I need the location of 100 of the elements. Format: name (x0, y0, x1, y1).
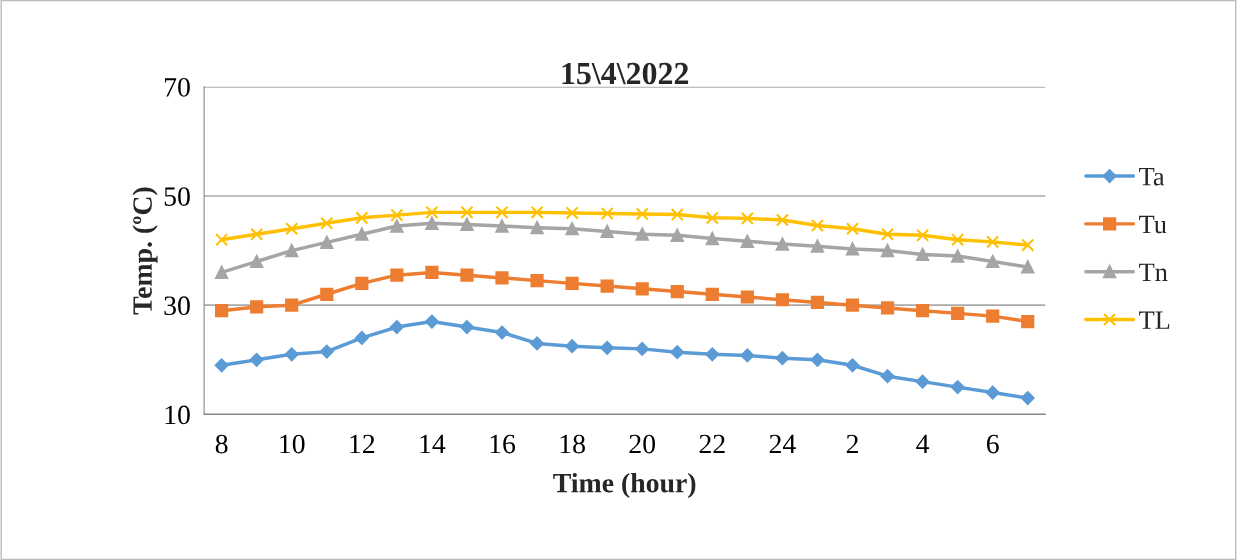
point (986, 309, 1000, 323)
point (951, 233, 965, 247)
point (250, 300, 264, 314)
point (880, 227, 895, 241)
point (530, 274, 544, 288)
x-tick-label: 20 (629, 434, 656, 454)
point (425, 205, 439, 219)
point (635, 282, 649, 296)
point (565, 339, 580, 354)
point (460, 320, 474, 334)
x-tick-label: 10 (280, 434, 305, 454)
point (495, 219, 509, 233)
chart-title: 15\4\2022 (562, 62, 689, 85)
x-tick-label: 18 (560, 434, 585, 454)
x-tick-label: 22 (699, 434, 725, 454)
point (670, 284, 684, 299)
point (565, 276, 579, 290)
point (880, 369, 895, 384)
point (845, 242, 860, 256)
legend-label: Tu (1139, 215, 1167, 234)
point (1020, 391, 1035, 405)
y-axis-title: Temp. (ºC) (132, 187, 158, 315)
x-tick-label: 2 (846, 434, 858, 454)
point (319, 344, 334, 359)
point (215, 304, 229, 318)
point (250, 254, 264, 269)
point (460, 217, 474, 231)
point (775, 237, 789, 251)
point (985, 385, 1000, 400)
point (495, 271, 509, 285)
point (951, 306, 965, 320)
point (775, 351, 790, 366)
point (565, 222, 579, 236)
point (915, 374, 930, 389)
point (320, 235, 334, 250)
point (355, 227, 369, 241)
point (705, 347, 720, 362)
point (214, 358, 229, 373)
x-tick-label: 16 (490, 434, 516, 454)
point (600, 279, 614, 293)
point (916, 247, 930, 262)
point (389, 320, 404, 334)
point (670, 228, 684, 242)
point (635, 341, 650, 356)
point (775, 293, 789, 307)
point (1021, 238, 1035, 252)
legend-label: TL (1139, 311, 1170, 329)
point (670, 345, 685, 360)
point (285, 298, 299, 312)
point (390, 208, 404, 222)
x-tick-label: 14 (420, 434, 446, 454)
point (880, 301, 895, 315)
point (845, 358, 860, 373)
point (285, 222, 299, 236)
point (740, 234, 754, 248)
y-tick-label: 30 (164, 296, 190, 316)
legend-label: Tn (1139, 263, 1168, 281)
point (530, 336, 544, 351)
point (320, 216, 334, 230)
point (215, 265, 229, 280)
point (740, 290, 754, 304)
point (740, 348, 755, 363)
point (530, 205, 544, 219)
point (600, 206, 614, 221)
point (425, 265, 439, 280)
point (845, 298, 860, 312)
point (950, 380, 965, 395)
point (390, 219, 404, 233)
point (810, 352, 825, 367)
x-tick-label: 4 (916, 434, 930, 454)
point (705, 231, 719, 246)
point (845, 222, 860, 236)
point (916, 304, 930, 318)
point (460, 205, 474, 219)
x-tick-label: 8 (215, 434, 228, 454)
point (495, 325, 509, 340)
legend-label: Ta (1139, 167, 1165, 186)
point (810, 295, 825, 310)
point (705, 287, 719, 301)
point (424, 314, 439, 329)
point (425, 216, 439, 230)
point (355, 276, 369, 290)
point (986, 254, 1000, 269)
point (354, 331, 369, 345)
point (951, 249, 965, 263)
x-tick-label: 24 (769, 434, 796, 454)
point (1021, 314, 1035, 329)
point (460, 268, 474, 282)
point (320, 287, 334, 301)
y-tick-label: 70 (164, 77, 190, 97)
point (285, 244, 299, 258)
y-tick-label: 10 (165, 405, 190, 425)
point (600, 340, 615, 355)
point (635, 207, 649, 221)
point (600, 224, 614, 239)
point (495, 205, 509, 219)
point (565, 206, 579, 220)
point (530, 221, 544, 235)
point (916, 228, 930, 242)
point (249, 352, 264, 367)
